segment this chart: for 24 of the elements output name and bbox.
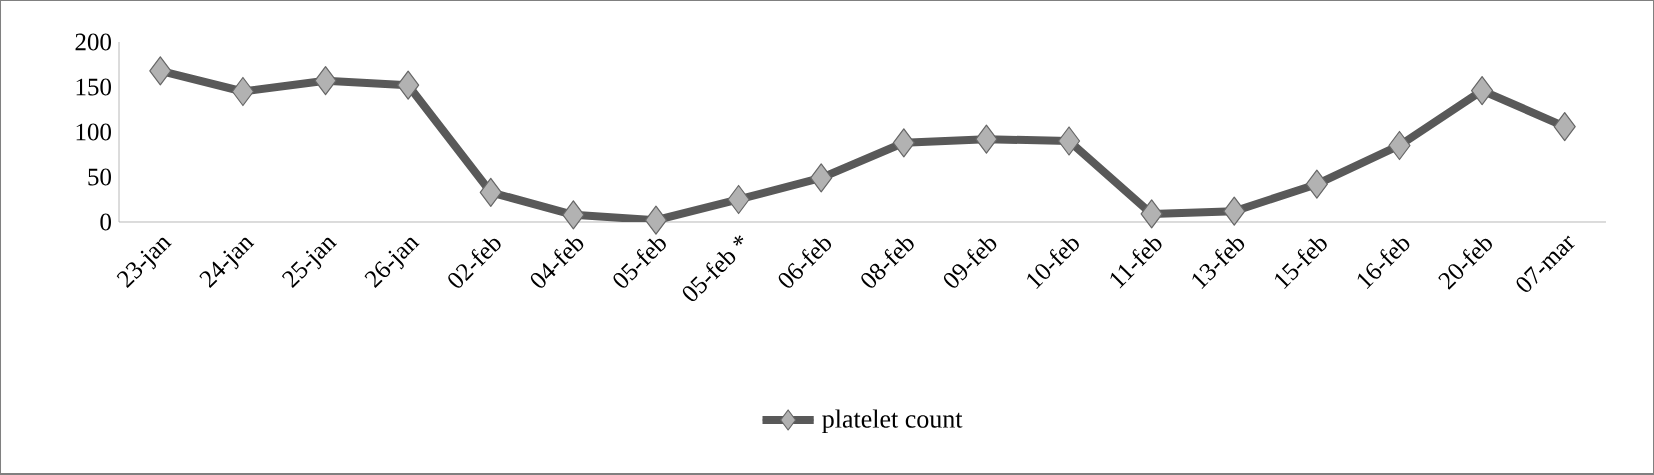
y-tick-label: 0 [100,213,111,231]
point [1140,199,1163,229]
point [1470,76,1494,106]
point [479,177,502,207]
point [975,124,998,154]
point [1223,196,1246,226]
point [149,56,172,86]
y-tick-label: 150 [76,78,111,96]
point [1057,126,1081,156]
point [1388,130,1411,161]
point [562,200,585,230]
point [644,205,668,235]
legend-label: platelet count [822,409,963,434]
y-tick-label: 200 [75,33,111,51]
point [231,76,255,107]
point [1553,112,1576,142]
y-tick-label: 50 [88,168,111,186]
point [397,70,420,100]
point [727,184,750,215]
y-tick-label: 100 [76,123,111,141]
point [892,128,915,158]
point [810,163,833,193]
point [314,66,337,96]
point [1305,169,1328,199]
